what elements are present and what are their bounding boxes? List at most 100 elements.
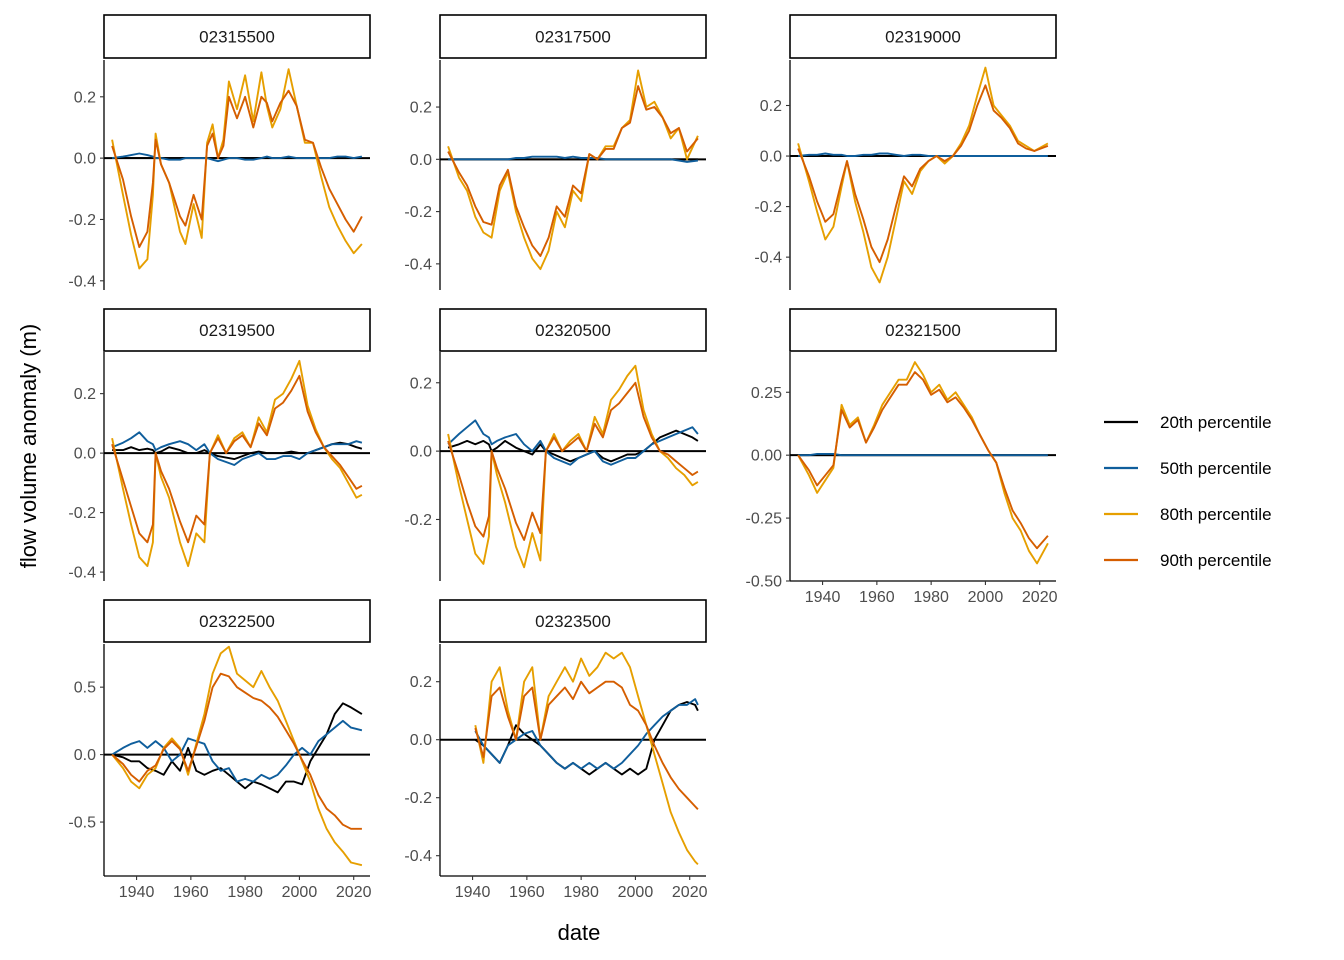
series-line-90th-percentile (797, 371, 1049, 550)
x-tick-label: 2000 (282, 884, 318, 901)
y-tick-label: -0.2 (404, 790, 432, 807)
facet-strip (439, 308, 707, 352)
series-line-50th-percentile (448, 155, 699, 163)
facet-panel-02320500: 02320500 0.2 0.0 -0.2 (404, 308, 707, 581)
facet-strip (103, 308, 371, 352)
series-line-50th-percentile (111, 431, 363, 466)
facet-panel-02319000: 02319000 0.2 0.0 -0.2 -0.4 (754, 14, 1057, 290)
y-tick-label: 0.0 (410, 444, 432, 461)
y-tick-label: 0.2 (410, 100, 432, 117)
y-tick-label: -0.2 (404, 204, 432, 221)
series-line-20th-percentile (111, 702, 363, 794)
series-line-80th-percentile (447, 364, 699, 569)
y-tick-label: -0.4 (754, 250, 782, 267)
legend-label: 20th percentile (1160, 413, 1272, 432)
x-tick-label: 1960 (859, 589, 895, 606)
y-tick-label: -0.4 (68, 565, 96, 582)
y-tick-label: -0.50 (746, 574, 783, 591)
facet-strip (789, 308, 1057, 352)
y-tick-label: 0.2 (760, 98, 782, 115)
y-tick-label: -0.2 (754, 199, 782, 216)
facet-panel-02322500: 02322500 0.5 0.0 -0.5 1940 1960 1980 2000 2020 (68, 599, 372, 901)
y-tick-label: 0.5 (74, 680, 96, 697)
y-tick-label: 0.0 (410, 152, 432, 169)
x-tick-label: 1980 (563, 884, 599, 901)
facet-strip (789, 14, 1057, 59)
y-tick-label: 0.2 (74, 89, 96, 106)
x-tick-label: 2020 (336, 884, 372, 901)
y-tick-label: -0.4 (404, 848, 432, 865)
series-line-50th-percentile (797, 152, 1048, 157)
x-tick-label: 1940 (119, 884, 155, 901)
facet-strip-label: 02319500 (199, 321, 275, 340)
series-line-80th-percentile (111, 645, 363, 867)
y-tick-label: -0.4 (404, 256, 432, 273)
y-tick-label: -0.2 (404, 512, 432, 529)
facet-strip-label: 02317500 (535, 28, 611, 47)
y-tick-label: -0.2 (68, 212, 96, 229)
y-tick-label: 0.0 (410, 732, 432, 749)
series-line-90th-percentile (111, 374, 363, 544)
series-line-50th-percentile (111, 719, 363, 783)
series-line-20th-percentile (112, 441, 363, 461)
series-line-50th-percentile (474, 698, 699, 770)
legend-item-80th-percentile: 80th percentile (1104, 505, 1272, 524)
x-tick-label: 2020 (672, 884, 708, 901)
x-tick-label: 1940 (455, 884, 491, 901)
y-tick-label: 0.0 (74, 151, 96, 168)
facet-strip (439, 14, 707, 59)
legend-item-20th-percentile: 20th percentile (1104, 413, 1272, 432)
series-line-20th-percentile (447, 429, 699, 463)
series-line-80th-percentile (797, 361, 1049, 565)
y-tick-label: 0.0 (760, 149, 782, 166)
series-line-90th-percentile (111, 89, 363, 249)
legend: 20th percentile 50th percentile 80th perce… (1104, 413, 1272, 570)
x-tick-label: 2000 (968, 589, 1004, 606)
y-tick-label: 0.2 (410, 375, 432, 392)
series-line-80th-percentile (474, 651, 699, 866)
facet-strip (103, 599, 371, 643)
series-line-80th-percentile (447, 69, 699, 271)
y-tick-label: -0.2 (68, 505, 96, 522)
legend-label: 50th percentile (1160, 459, 1272, 478)
y-tick-label: 0.00 (751, 448, 782, 465)
series-line-90th-percentile (447, 381, 699, 541)
facet-strip-label: 02315500 (199, 28, 275, 47)
series-line-90th-percentile (474, 680, 699, 810)
x-tick-label: 1960 (173, 884, 209, 901)
x-tick-label: 1960 (509, 884, 545, 901)
x-tick-label: 1980 (913, 589, 949, 606)
facet-panel-02315500: 02315500 0.2 0.0 -0.2 -0.4 (68, 14, 371, 290)
legend-label: 80th percentile (1160, 505, 1272, 524)
x-axis-title: date (558, 920, 601, 945)
y-tick-label: 0.2 (74, 386, 96, 403)
facet-strip (103, 14, 371, 59)
x-tick-label: 1980 (227, 884, 263, 901)
facet-panel-02319500: 02319500 0.2 0.0 -0.2 -0.4 (68, 308, 371, 582)
legend-item-50th-percentile: 50th percentile (1104, 459, 1272, 478)
facet-panel-02317500: 02317500 0.2 0.0 -0.2 -0.4 (404, 14, 707, 290)
facet-panel-02323500: 02323500 0.2 0.0 -0.2 -0.4 1940 1960 1980 2000 20… (404, 599, 708, 901)
series-line-50th-percentile (798, 452, 1048, 457)
legend-item-90th-percentile: 90th percentile (1104, 551, 1272, 570)
y-axis-title: flow volume anomaly (m) (16, 324, 41, 569)
facet-strip-label: 02321500 (885, 321, 961, 340)
y-tick-label: -0.5 (68, 815, 96, 832)
y-tick-label: 0.0 (74, 446, 96, 463)
y-tick-label: -0.25 (746, 511, 783, 528)
series-line-50th-percentile (447, 419, 699, 466)
legend-label: 90th percentile (1160, 551, 1272, 570)
facet-panel-02321500: 02321500 0.25 0.00 -0.25 -0.50 1940 1960 1980 20… (746, 308, 1058, 606)
facet-strip-label: 02320500 (535, 321, 611, 340)
x-tick-label: 2000 (618, 884, 654, 901)
facet-strip-label: 02319000 (885, 28, 961, 47)
facet-strip (439, 599, 707, 643)
facet-strip-label: 02323500 (535, 612, 611, 631)
x-tick-label: 1940 (805, 589, 841, 606)
series-line-90th-percentile (111, 672, 362, 830)
y-tick-label: 0.0 (74, 747, 96, 764)
series-line-80th-percentile (111, 68, 363, 270)
series-line-80th-percentile (797, 66, 1049, 284)
y-tick-label: 0.2 (410, 674, 432, 691)
